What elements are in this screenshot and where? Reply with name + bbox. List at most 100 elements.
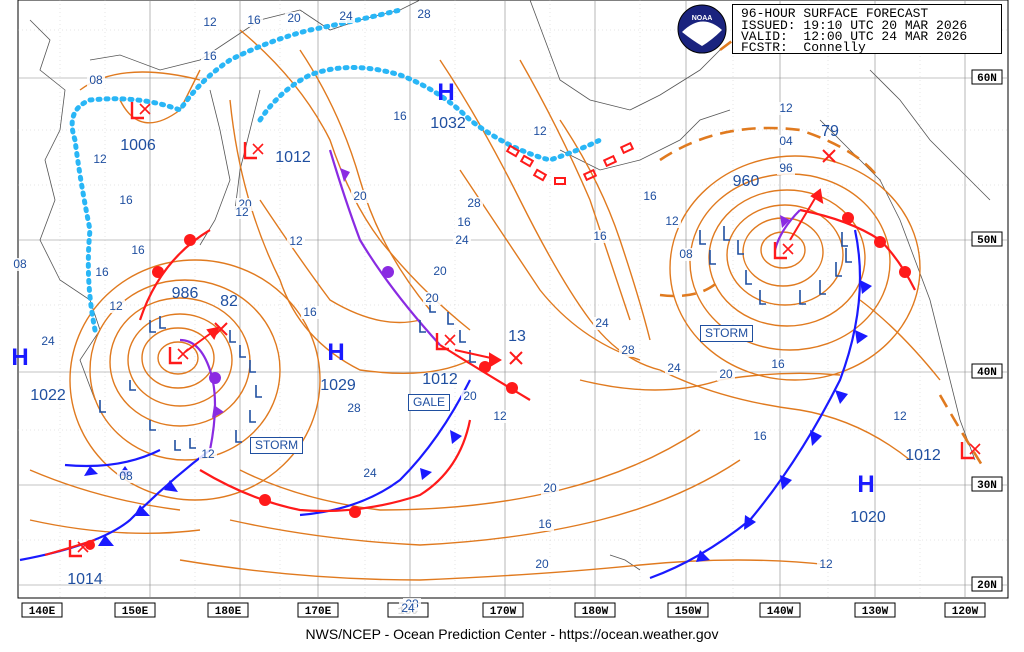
longitude-label: 150E	[122, 606, 149, 618]
isobar-label: 24	[339, 9, 353, 23]
isobar-label: 12	[819, 557, 833, 571]
isobar-label: 12	[109, 299, 123, 313]
isobar-label: 16	[457, 215, 471, 229]
svg-text:NOAA: NOAA	[692, 15, 713, 22]
isobar-labels: 12 16 20 24 28 08 12 16 20 16 12 08 12 16 20 24 28 28 24 20…	[11, 7, 909, 615]
low-forecast-pressure: 13	[508, 328, 526, 345]
warm-front-bumps	[85, 212, 911, 550]
isobar-label: 16	[771, 357, 785, 371]
isobar-label: 16	[538, 517, 552, 531]
low-pressure-value: 1014	[67, 571, 103, 588]
low-symbols	[68, 102, 981, 558]
isobar-label: 16	[95, 265, 109, 279]
longitude-label: 130W	[862, 606, 889, 618]
isobar-label: 12	[665, 214, 679, 228]
low-movement-labels: 82 13 79	[220, 123, 839, 345]
isobar-label: 12	[533, 124, 547, 138]
latitude-label: 30N	[977, 480, 997, 492]
high-letter: H	[857, 471, 874, 498]
isobar-label: 24	[595, 316, 609, 330]
coastlines	[29, 0, 991, 571]
isobar-label: 16	[393, 109, 407, 123]
isobar-label: 16	[247, 13, 261, 27]
isobar-label: 04	[779, 134, 793, 148]
longitude-label: 180E	[215, 606, 242, 618]
isobar-label: 16	[203, 49, 217, 63]
isobar-label: 20	[287, 11, 301, 25]
low-pressure-labels: 1006 1012 986 1012 960 1014 1012	[67, 137, 941, 588]
isobar-label: 12	[893, 409, 907, 423]
isobar-label: 24	[667, 361, 681, 375]
high-letter: H	[327, 339, 344, 366]
high-pressure-value: 1029	[320, 377, 356, 394]
high-pressure-value: 1032	[430, 115, 466, 132]
isobar-label: 20	[543, 481, 557, 495]
isobar-label: 12	[779, 101, 793, 115]
header-valid: VALID: 12:00 UTC 24 MAR 2026	[741, 29, 968, 44]
wind-barbs	[99, 226, 852, 451]
isobar-label: 20	[425, 291, 439, 305]
occluded-symbols	[209, 168, 790, 418]
forecast-header: 96-HOUR SURFACE FORECAST ISSUED: 19:10 U…	[732, 4, 1002, 54]
high-letter: H	[11, 344, 28, 371]
isobar-label: 16	[593, 229, 607, 243]
stationary-front	[505, 141, 635, 185]
isobar-label: 08	[119, 469, 133, 483]
header-issued: ISSUED: 19:10 UTC 20 MAR 2026	[741, 18, 968, 33]
isobar-label: 08	[89, 73, 103, 87]
isobar-label: 12	[493, 409, 507, 423]
isobar-label: 12	[289, 234, 303, 248]
warning-tag-gale: GALE	[408, 394, 451, 411]
latitude-label: 40N	[977, 367, 997, 379]
isobar-label: 08	[13, 257, 27, 271]
isobar-label: 16	[119, 193, 133, 207]
low-pressure-value: 1012	[905, 447, 941, 464]
graticule	[18, 0, 1008, 598]
low-pressure-value: 986	[172, 285, 199, 302]
isobar-label: 24	[363, 466, 377, 480]
high-letter: H	[437, 79, 454, 106]
movement-arrows	[184, 188, 824, 368]
isobar-label: 20	[463, 389, 477, 403]
isobar-label: 12	[203, 15, 217, 29]
isobar-label: 16	[643, 189, 657, 203]
isobar-label: 12	[93, 152, 107, 166]
longitude-label: 150W	[675, 606, 702, 618]
isobar-label: 20	[433, 264, 447, 278]
longitude-label: 120W	[952, 606, 979, 618]
noaa-logo: NOAA	[677, 4, 727, 54]
longitude-label: 180W	[582, 606, 609, 618]
isobar-label: 08	[679, 247, 693, 261]
isobar-label: 12	[235, 205, 249, 219]
warning-tag-storm-east: STORM	[700, 325, 754, 342]
high-pressure-value: 1022	[30, 387, 66, 404]
isobar-label: 16	[131, 243, 145, 257]
isobar-label: 28	[621, 343, 635, 357]
isobar-label: 16	[753, 429, 767, 443]
low-pressure-value: 1012	[275, 149, 311, 166]
header-title: 96-HOUR SURFACE FORECAST	[741, 6, 929, 21]
low-pressure-value: 1012	[422, 371, 458, 388]
latitude-label: 60N	[977, 73, 997, 85]
isobar-label: 20	[535, 557, 549, 571]
longitude-labels: 140E150E180E170E180170W180W150W140W130W1…	[21, 602, 986, 618]
isobar-label: 20	[719, 367, 733, 381]
longitude-label: 140E	[29, 606, 56, 618]
isobar-label: 96	[779, 161, 793, 175]
map-frame	[17, 0, 1009, 599]
isobar-label: 28	[467, 196, 481, 210]
isobar-label: 28	[347, 401, 361, 415]
longitude-label: 170W	[490, 606, 517, 618]
high-pressure-value: 1020	[850, 509, 886, 526]
isobars	[29, 29, 941, 581]
isobar-label: 24	[455, 233, 469, 247]
ice-edge	[69, 7, 603, 333]
latitude-labels: 60N 50N 40N 30N 20N	[971, 69, 1003, 592]
header-forecaster: FCSTR: Connelly	[741, 40, 866, 55]
isobar-label: 28	[417, 7, 431, 21]
isobar-label: 12	[201, 447, 215, 461]
low-forecast-pressure: 82	[220, 293, 238, 310]
isobar-label: 20	[353, 189, 367, 203]
